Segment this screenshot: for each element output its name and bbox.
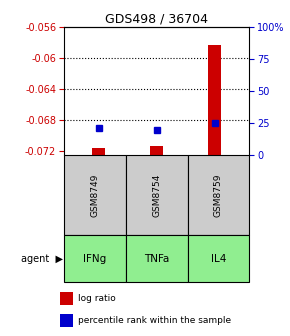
Bar	[60, 292, 73, 305]
Text: TNFa: TNFa	[144, 254, 169, 264]
Bar	[126, 235, 188, 282]
Text: IFNg: IFNg	[83, 254, 106, 264]
Bar	[208, 45, 221, 155]
Bar	[126, 155, 188, 235]
Text: percentile rank within the sample: percentile rank within the sample	[78, 316, 231, 325]
Bar	[64, 235, 126, 282]
Bar	[92, 149, 105, 155]
Text: GSM8754: GSM8754	[152, 173, 161, 217]
Text: agent  ▶: agent ▶	[21, 254, 63, 264]
Text: GSM8759: GSM8759	[214, 173, 223, 217]
Bar	[60, 314, 73, 327]
Title: GDS498 / 36704: GDS498 / 36704	[105, 13, 208, 26]
Bar	[188, 235, 249, 282]
Bar	[64, 155, 126, 235]
Text: log ratio: log ratio	[78, 294, 115, 303]
Bar	[188, 155, 249, 235]
Text: GSM8749: GSM8749	[90, 173, 99, 217]
Bar	[150, 146, 163, 155]
Text: IL4: IL4	[211, 254, 226, 264]
